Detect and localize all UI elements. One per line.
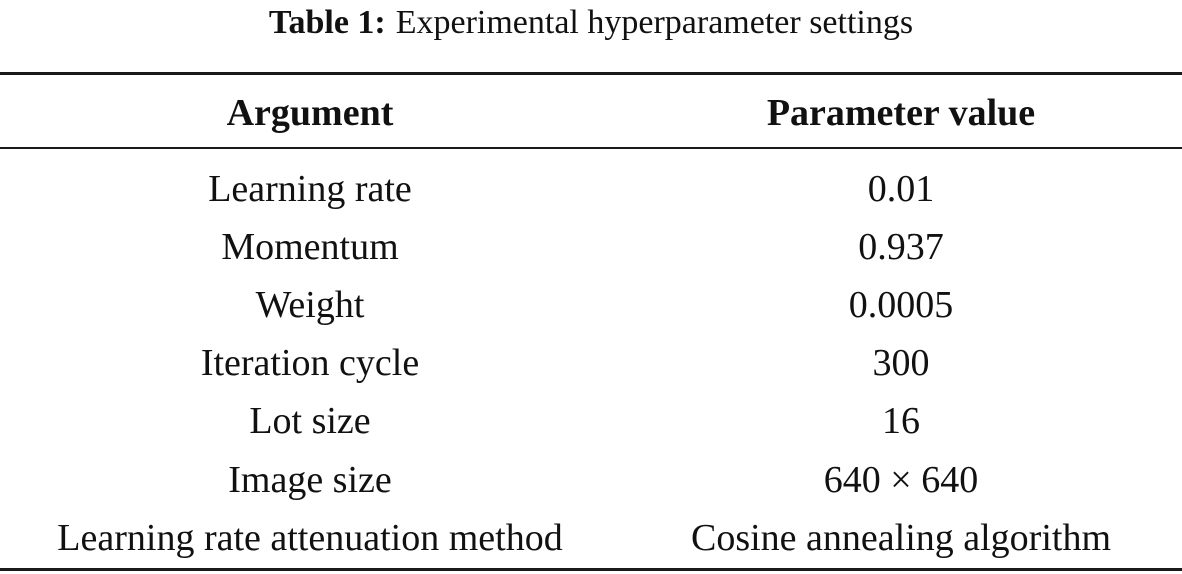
- argument-cell: Learning rate attenuation method: [57, 516, 563, 559]
- argument-cell: Image size: [228, 458, 392, 501]
- value-cell: 640 × 640: [823, 458, 979, 501]
- value-cell: 0.0005: [848, 284, 954, 327]
- argument-cell: Weight: [255, 284, 365, 327]
- argument-cell: Iteration cycle: [200, 342, 420, 385]
- header-row: Argument Parameter value: [0, 84, 1182, 142]
- argument-cell: Momentum: [221, 226, 399, 269]
- table-row: Iteration cycle 300: [0, 334, 1182, 392]
- table-header: Argument Parameter value: [0, 84, 1182, 142]
- argument-cell: Learning rate: [208, 168, 412, 211]
- table-row: Momentum 0.937: [0, 218, 1182, 276]
- table-row: Lot size 16: [0, 392, 1182, 450]
- table-row: Learning rate 0.01: [0, 160, 1182, 218]
- table-row: Weight 0.0005: [0, 276, 1182, 334]
- table-row: Image size 640 × 640: [0, 450, 1182, 508]
- value-cell: 300: [872, 342, 930, 385]
- top-rule: [0, 72, 1182, 75]
- header-rule: [0, 147, 1182, 149]
- column-header-argument: Argument: [226, 92, 394, 134]
- table-caption: Table 1: Experimental hyperparameter sett…: [0, 0, 1182, 46]
- value-cell: 0.937: [858, 226, 944, 269]
- value-cell: 0.01: [867, 168, 935, 211]
- argument-cell: Lot size: [249, 400, 371, 443]
- value-cell: Cosine annealing algorithm: [690, 516, 1112, 559]
- value-cell: 16: [882, 400, 920, 443]
- hyperparameter-table: Learning rate 0.01 Momentum 0.937 Weight…: [0, 160, 1182, 567]
- column-header-parameter-value: Parameter value: [766, 92, 1036, 134]
- caption-label: Table 1:: [268, 4, 386, 41]
- table-row: Learning rate attenuation method Cosine …: [0, 509, 1182, 567]
- bottom-rule: [0, 568, 1182, 571]
- caption-title: Experimental hyperparameter settings: [395, 4, 914, 41]
